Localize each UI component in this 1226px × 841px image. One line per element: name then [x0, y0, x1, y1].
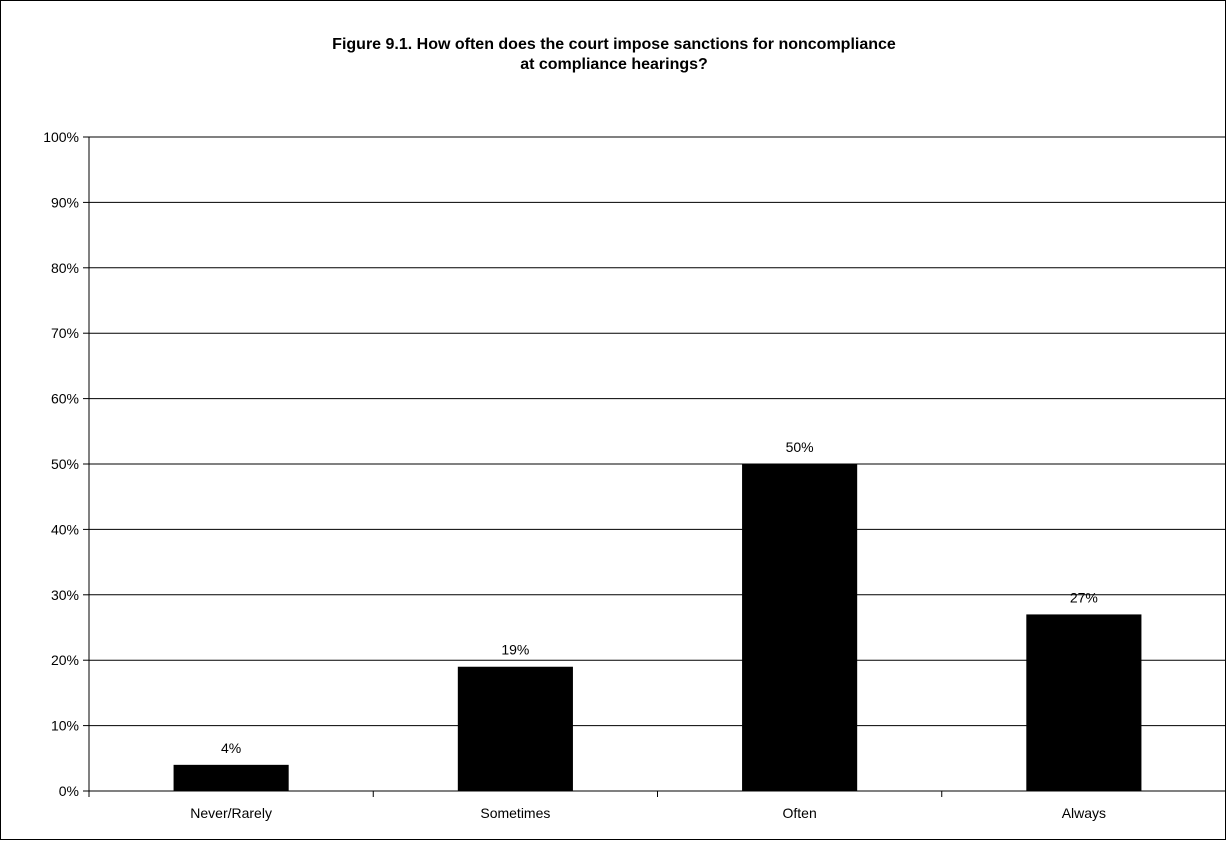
data-label: 4%	[221, 740, 241, 756]
y-tick-label: 10%	[51, 718, 79, 734]
y-tick-label: 20%	[51, 652, 79, 668]
y-tick-label: 90%	[51, 194, 79, 210]
x-category-label: Always	[1062, 805, 1106, 821]
data-label: 50%	[786, 439, 814, 455]
bars	[173, 464, 1142, 791]
y-tick-label: 80%	[51, 260, 79, 276]
y-tick-label: 40%	[51, 521, 79, 537]
gridlines	[89, 136, 1226, 727]
data-label: 19%	[501, 642, 529, 658]
bar-often	[742, 464, 858, 791]
x-category-label: Often	[783, 805, 817, 821]
bar-always	[1026, 614, 1142, 791]
y-tick-label: 50%	[51, 456, 79, 472]
y-tick-label: 30%	[51, 587, 79, 603]
bar-never-rarely	[173, 764, 289, 791]
y-tick-label: 0%	[59, 783, 79, 799]
bar-sometimes	[457, 666, 573, 791]
chart-title-line-1: Figure 9.1. How often does the court imp…	[332, 36, 896, 53]
x-category-label: Never/Rarely	[190, 805, 272, 821]
chart-title-line-2: at compliance hearings?	[520, 56, 708, 73]
y-tick-label: 60%	[51, 391, 79, 407]
data-label: 27%	[1070, 589, 1098, 605]
y-tick-label: 70%	[51, 325, 79, 341]
y-tick-label: 100%	[43, 129, 79, 145]
x-category-label: Sometimes	[480, 805, 550, 821]
labels: 0% 10% 20% 30% 40% 50% 60% 70% 80% 90% 100% 4% Never…	[43, 129, 1106, 821]
